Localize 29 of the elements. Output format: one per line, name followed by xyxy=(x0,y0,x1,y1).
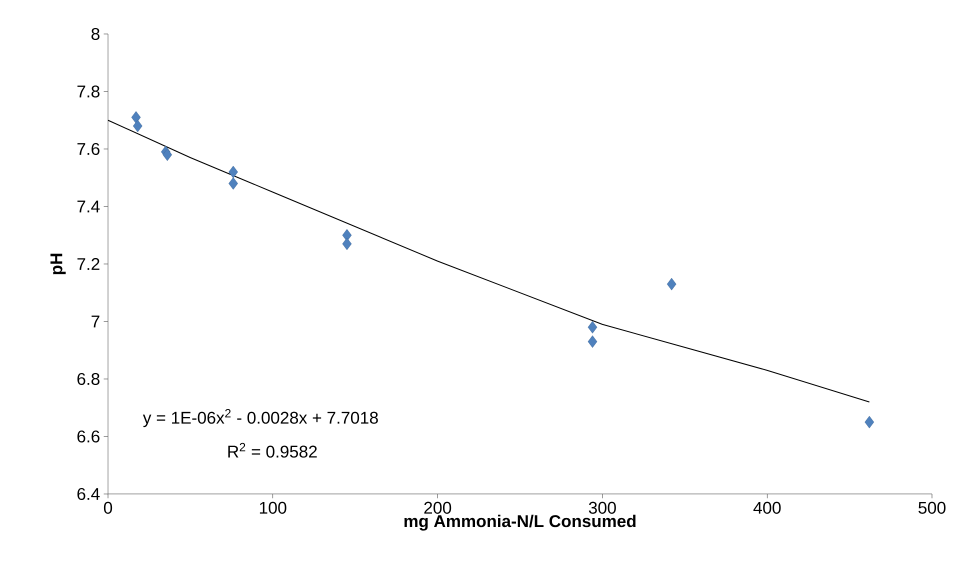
point xyxy=(666,278,676,290)
y-tick-label: 7.2 xyxy=(77,258,100,270)
annotation: y = 1E-06x$^{2}$ - 0.0028x + 7.7018 xyxy=(142,409,378,428)
x-tick-label: 500 xyxy=(918,502,946,514)
x-tick-label: 0 xyxy=(104,502,112,514)
y-tick-label: 8 xyxy=(91,28,100,40)
x-tick-label: 100 xyxy=(260,502,286,514)
annotation: R$^{2}$ = 0.9582 xyxy=(228,442,317,458)
point xyxy=(162,148,172,161)
y-axis-title: pH xyxy=(50,254,66,274)
y-tick-label: 7.4 xyxy=(77,200,100,212)
x-axis-title: mg Ammonia-N/L Consumed xyxy=(404,514,636,531)
y-tick-label: 7.6 xyxy=(77,142,100,156)
point xyxy=(132,120,142,132)
y-tick-label: 7.8 xyxy=(77,85,100,98)
point xyxy=(342,238,352,250)
point xyxy=(228,177,238,190)
y-tick-label: 6.6 xyxy=(77,430,100,443)
y-tick-label: 6.8 xyxy=(77,372,100,386)
y-tick-label: 7 xyxy=(92,316,100,328)
point xyxy=(864,416,874,428)
x-tick-label: 300 xyxy=(588,502,616,514)
x-tick-label: 200 xyxy=(424,502,452,514)
point xyxy=(131,111,141,124)
point xyxy=(588,321,598,334)
y-tick-label: 6.4 xyxy=(77,488,100,500)
point xyxy=(228,166,238,178)
point xyxy=(588,335,598,348)
x-tick-label: 400 xyxy=(753,502,781,514)
